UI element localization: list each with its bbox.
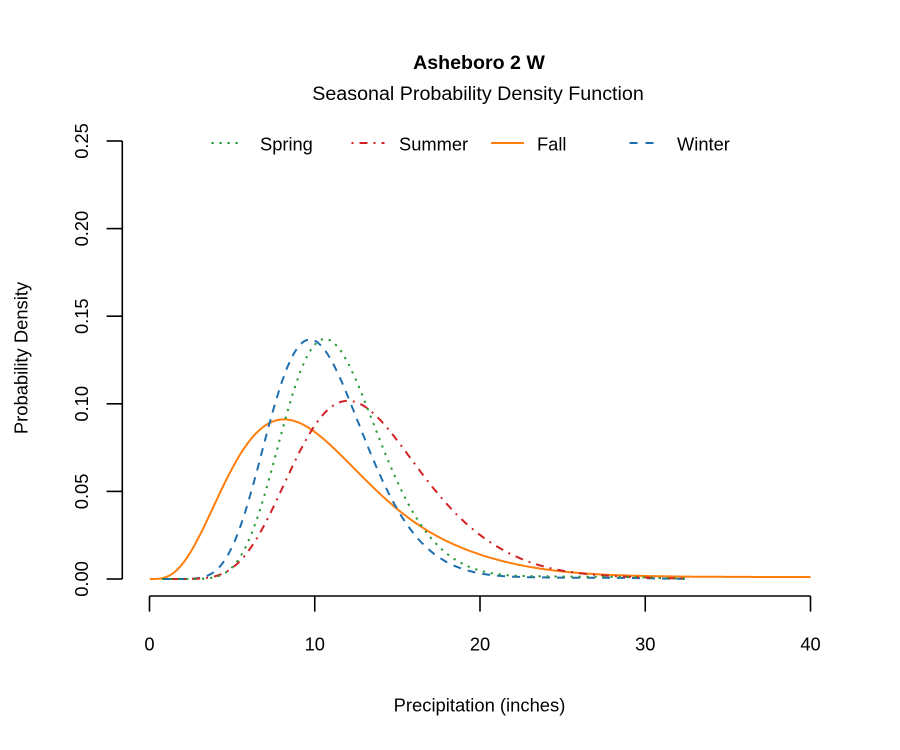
svg-text:Spring: Spring xyxy=(260,134,313,155)
svg-text:0.05: 0.05 xyxy=(71,474,92,510)
svg-text:Precipitation (inches): Precipitation (inches) xyxy=(394,695,566,716)
svg-text:Winter: Winter xyxy=(677,134,730,155)
svg-text:0: 0 xyxy=(144,634,154,655)
svg-text:Summer: Summer xyxy=(399,134,468,155)
svg-text:0.10: 0.10 xyxy=(71,386,92,422)
svg-text:Fall: Fall xyxy=(537,134,566,155)
svg-text:Asheboro 2 W: Asheboro 2 W xyxy=(413,52,545,74)
svg-text:30: 30 xyxy=(635,634,655,655)
svg-text:0.20: 0.20 xyxy=(71,211,92,247)
svg-text:0.25: 0.25 xyxy=(71,123,92,159)
svg-text:Probability Density: Probability Density xyxy=(11,281,32,434)
svg-text:20: 20 xyxy=(470,634,490,655)
svg-text:10: 10 xyxy=(305,634,325,655)
svg-text:0.00: 0.00 xyxy=(71,561,92,597)
svg-text:40: 40 xyxy=(800,634,820,655)
svg-text:0.15: 0.15 xyxy=(71,298,92,334)
svg-text:Seasonal Probability Density F: Seasonal Probability Density Function xyxy=(312,83,644,105)
